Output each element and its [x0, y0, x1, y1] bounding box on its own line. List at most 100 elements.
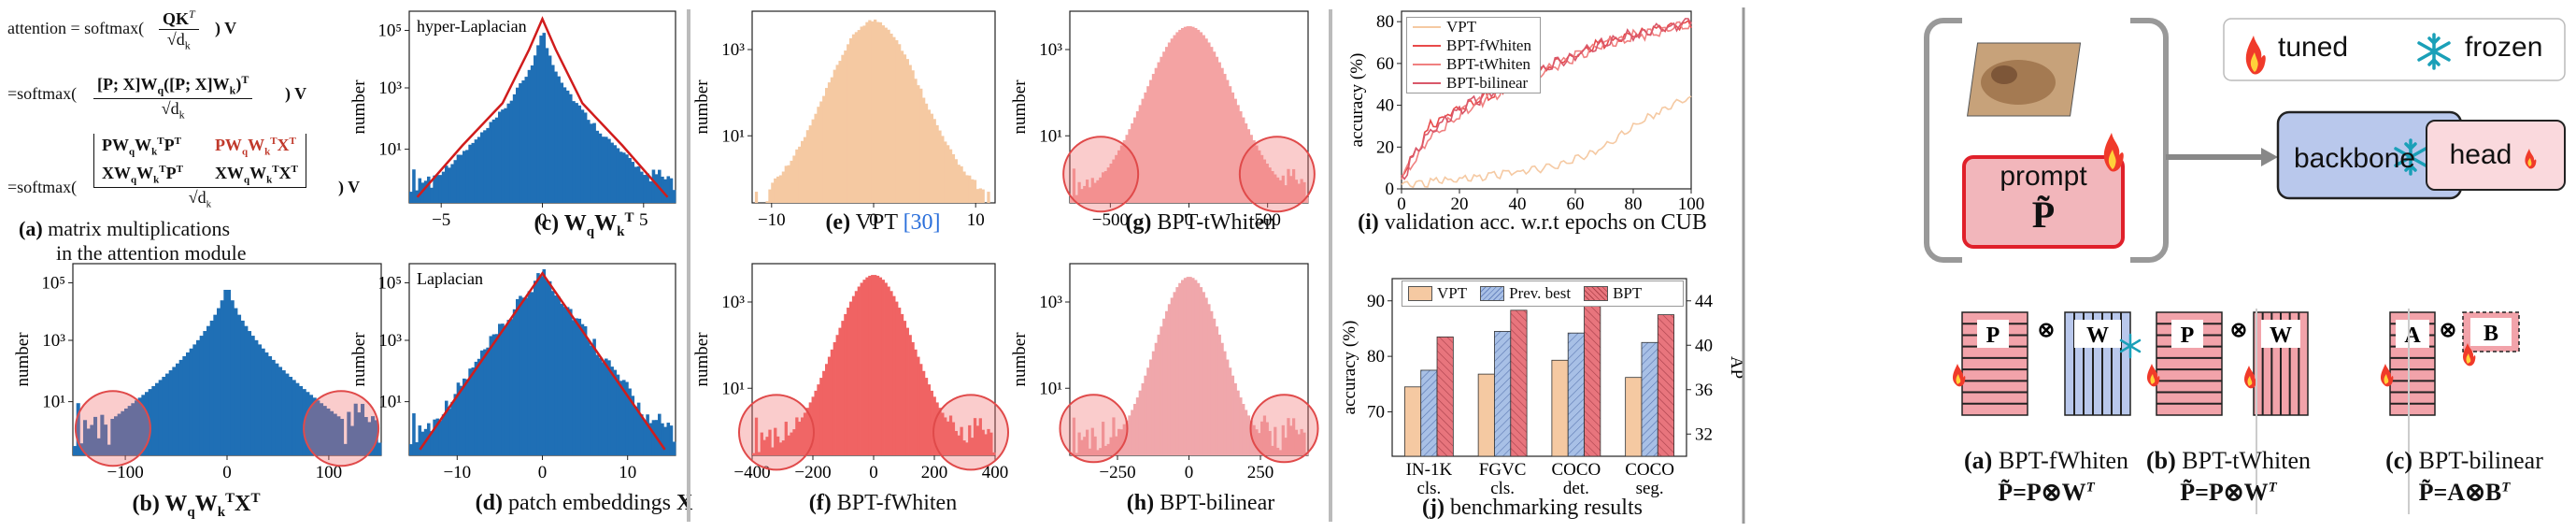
hist-bar	[628, 388, 632, 455]
x-tick-label: 0	[538, 210, 548, 230]
hist-bar	[595, 354, 600, 455]
hist-bar	[905, 327, 909, 455]
eq-sb-T: T	[2268, 480, 2277, 496]
hist-bar	[874, 275, 877, 455]
x-tick-label: COCO	[1625, 460, 1674, 480]
eq-sb: P̃=P⊗WT	[2144, 479, 2313, 507]
hist-bar	[981, 189, 985, 203]
hist-bar	[941, 412, 945, 455]
snowflake-icon	[2394, 138, 2427, 176]
x-tick-label: cls.	[1416, 479, 1441, 498]
caption-a-text1: matrix multiplications	[42, 217, 231, 240]
hist-bar	[474, 361, 478, 455]
mat-W-a-label-bg	[2074, 320, 2121, 348]
hist-bar	[1157, 334, 1160, 455]
hist-bar	[463, 151, 466, 203]
flame-icon	[1953, 364, 1966, 387]
hist-bar	[1265, 422, 1269, 455]
hist-bar	[1135, 397, 1140, 455]
eq2-q: q	[157, 83, 164, 97]
hist-bar	[1112, 417, 1116, 455]
hist-bar	[884, 282, 888, 455]
hist-bar	[1131, 122, 1134, 203]
hist-bar	[363, 417, 368, 455]
x-tick-label: −200	[794, 463, 831, 482]
hist-bar	[217, 308, 221, 455]
x-tick-label: 0	[222, 463, 232, 482]
hist-bar	[981, 429, 985, 455]
hist-bar	[1170, 38, 1174, 204]
hist-bar	[825, 88, 829, 203]
hist-bar	[491, 334, 496, 455]
mat-B-c-label-bg	[2470, 318, 2512, 346]
hist-bar	[1103, 445, 1108, 455]
legend-i-vpt: VPT	[1407, 18, 1540, 36]
highlight-circle	[1059, 394, 1129, 464]
eq3-matrix: PWqWkTPT XWqWkTPT PWqWkTXT XWqWkTXT √dk	[93, 134, 306, 210]
hist-bar	[605, 358, 608, 455]
flame-icon	[2381, 364, 2394, 387]
caption-e-ref[interactable]: [30]	[903, 210, 941, 235]
hist-bar	[1262, 415, 1267, 455]
hist-bar	[922, 97, 926, 203]
legend-j-swatch-bpt	[1584, 286, 1609, 301]
hist-bar	[860, 26, 863, 203]
hist-bar	[905, 59, 909, 204]
hist-bar	[768, 189, 772, 203]
y-tick-label: 90	[1367, 292, 1385, 311]
eq3-k4: k	[266, 174, 273, 186]
caption-b-label: (b)	[132, 492, 160, 516]
hist-bar	[521, 80, 525, 203]
hist-bar	[827, 356, 832, 455]
hist-bar	[501, 324, 505, 455]
hist-bar	[1276, 177, 1280, 203]
hist-bar	[1274, 174, 1277, 203]
hist-bar	[971, 179, 975, 203]
hist-bar	[1181, 27, 1185, 204]
hist-bar	[83, 420, 88, 455]
hist-bar	[811, 119, 815, 203]
plot-title: hyper-Laplacian	[417, 17, 527, 36]
hist-bar	[353, 403, 358, 455]
eq-sc-text: P̃=A⊗B	[2418, 479, 2502, 506]
hist-bar	[1175, 287, 1179, 455]
hist-bar	[854, 291, 859, 455]
hist-bar	[261, 348, 265, 455]
hist-bar	[890, 291, 893, 455]
hist-bar	[962, 440, 966, 455]
flame-outer	[2463, 343, 2476, 367]
hist-bar	[1149, 359, 1153, 455]
hist-bar	[409, 444, 413, 455]
mat-W-a-label: W	[2086, 324, 2109, 348]
hist-bar	[887, 286, 890, 455]
hist-bar	[1109, 437, 1113, 455]
x-tick-label: IN-1K	[1406, 460, 1453, 480]
eq2-end: ) V	[285, 84, 307, 103]
hist-bar	[628, 158, 632, 203]
hist-bar	[367, 422, 372, 455]
hist-bar	[1217, 62, 1221, 203]
x-tick-label: 100	[316, 463, 343, 482]
hist-bar	[189, 348, 193, 455]
caption-h-label: (h)	[1126, 491, 1155, 515]
eq-sa-T: T	[2085, 480, 2095, 496]
hist-bar	[1220, 342, 1224, 455]
hist-bar	[453, 394, 458, 455]
hist-bar	[1239, 111, 1243, 203]
hist-bar	[165, 373, 170, 455]
hist-bar	[427, 176, 431, 203]
hist-bar	[978, 188, 982, 203]
hist-bar	[347, 411, 351, 455]
bar	[1567, 332, 1585, 457]
hist-bar	[127, 406, 132, 455]
hist-bar	[237, 314, 242, 455]
hist-bar	[1167, 42, 1172, 204]
hist-bar	[830, 77, 834, 203]
hist-bar	[465, 379, 469, 455]
highlight-circle	[932, 394, 1009, 471]
hist-bar	[669, 425, 674, 455]
hist-bar	[640, 171, 644, 203]
x-tick-label: 400	[982, 463, 1009, 482]
hist-bar	[587, 339, 591, 455]
hist-bar	[1194, 280, 1198, 455]
